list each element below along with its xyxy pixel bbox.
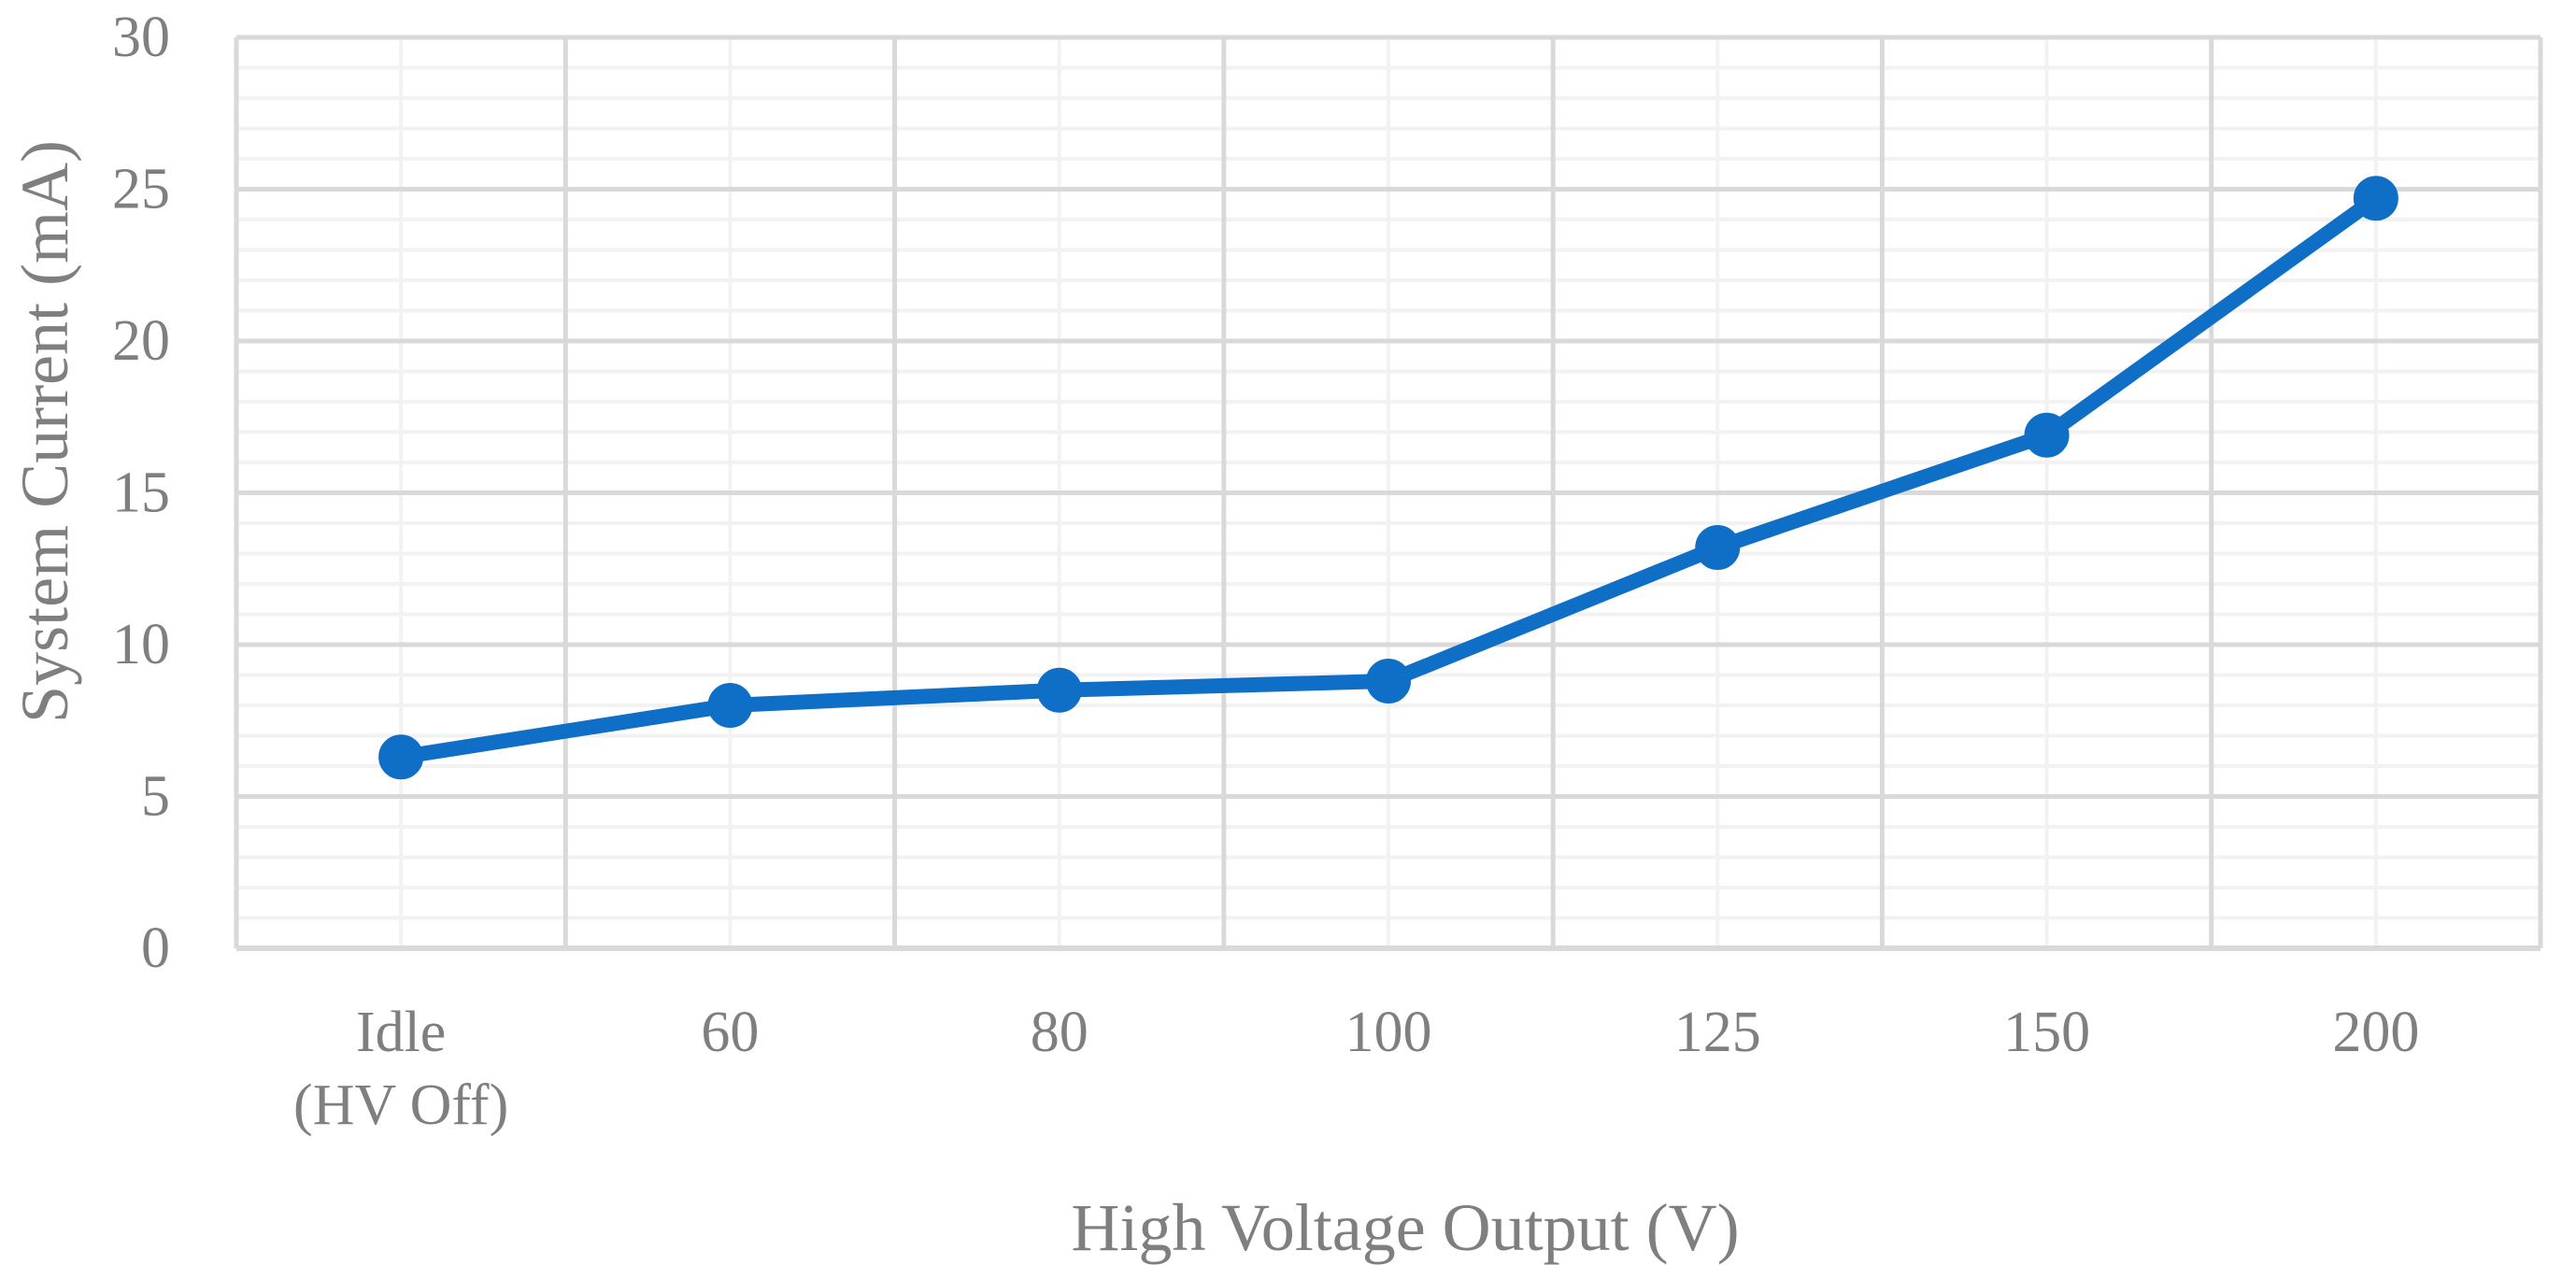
y-tick-label: 20	[112, 309, 170, 373]
grid	[234, 35, 2543, 951]
x-tick-labels: Idle (HV Off) 60 80 100 125 150 200	[293, 1001, 2419, 1137]
x-tick-label: 100	[1345, 1001, 1432, 1064]
data-point	[1036, 667, 1082, 713]
data-point	[2024, 412, 2070, 458]
y-tick-label: 5	[141, 765, 170, 829]
x-tick-label: Idle	[356, 1001, 446, 1064]
x-tick-label: 125	[1674, 1001, 1761, 1064]
x-tick-label: 80	[1031, 1001, 1089, 1064]
data-point	[378, 734, 424, 780]
x-tick-label: 60	[701, 1001, 759, 1064]
data-point	[2353, 176, 2398, 221]
y-tick-label: 15	[112, 462, 170, 525]
y-tick-labels: 0 5 10 15 20 25 30	[112, 6, 170, 980]
y-tick-label: 25	[112, 158, 170, 221]
x-tick-label: 150	[2003, 1001, 2090, 1064]
series-group	[378, 176, 2398, 780]
x-tick-label: 200	[2332, 1001, 2419, 1064]
data-point	[707, 683, 753, 728]
y-tick-label: 30	[112, 6, 170, 69]
x-axis-title: High Voltage Output (V)	[1071, 1190, 1739, 1265]
x-tick-label: (HV Off)	[293, 1073, 508, 1137]
data-point	[1695, 525, 1741, 570]
y-axis-title: System Current (mA)	[7, 140, 82, 723]
y-tick-label: 10	[112, 613, 170, 676]
y-tick-label: 0	[141, 917, 170, 980]
data-point	[1366, 659, 1411, 704]
